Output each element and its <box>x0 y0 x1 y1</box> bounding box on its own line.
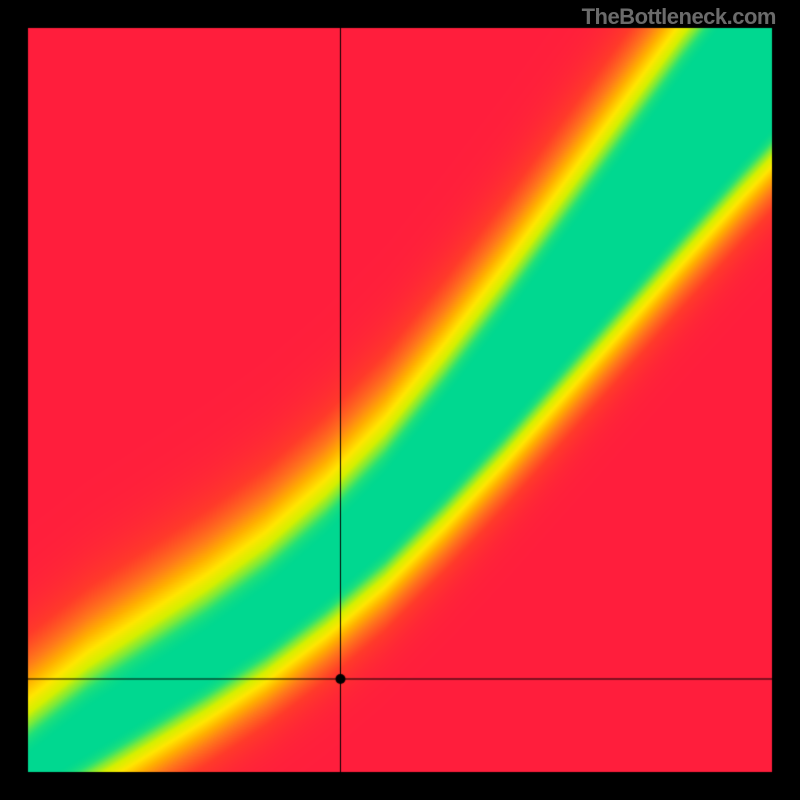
watermark-label: TheBottleneck.com <box>582 4 776 30</box>
bottleneck-heatmap-container: TheBottleneck.com <box>0 0 800 800</box>
heatmap-plot <box>0 0 800 800</box>
